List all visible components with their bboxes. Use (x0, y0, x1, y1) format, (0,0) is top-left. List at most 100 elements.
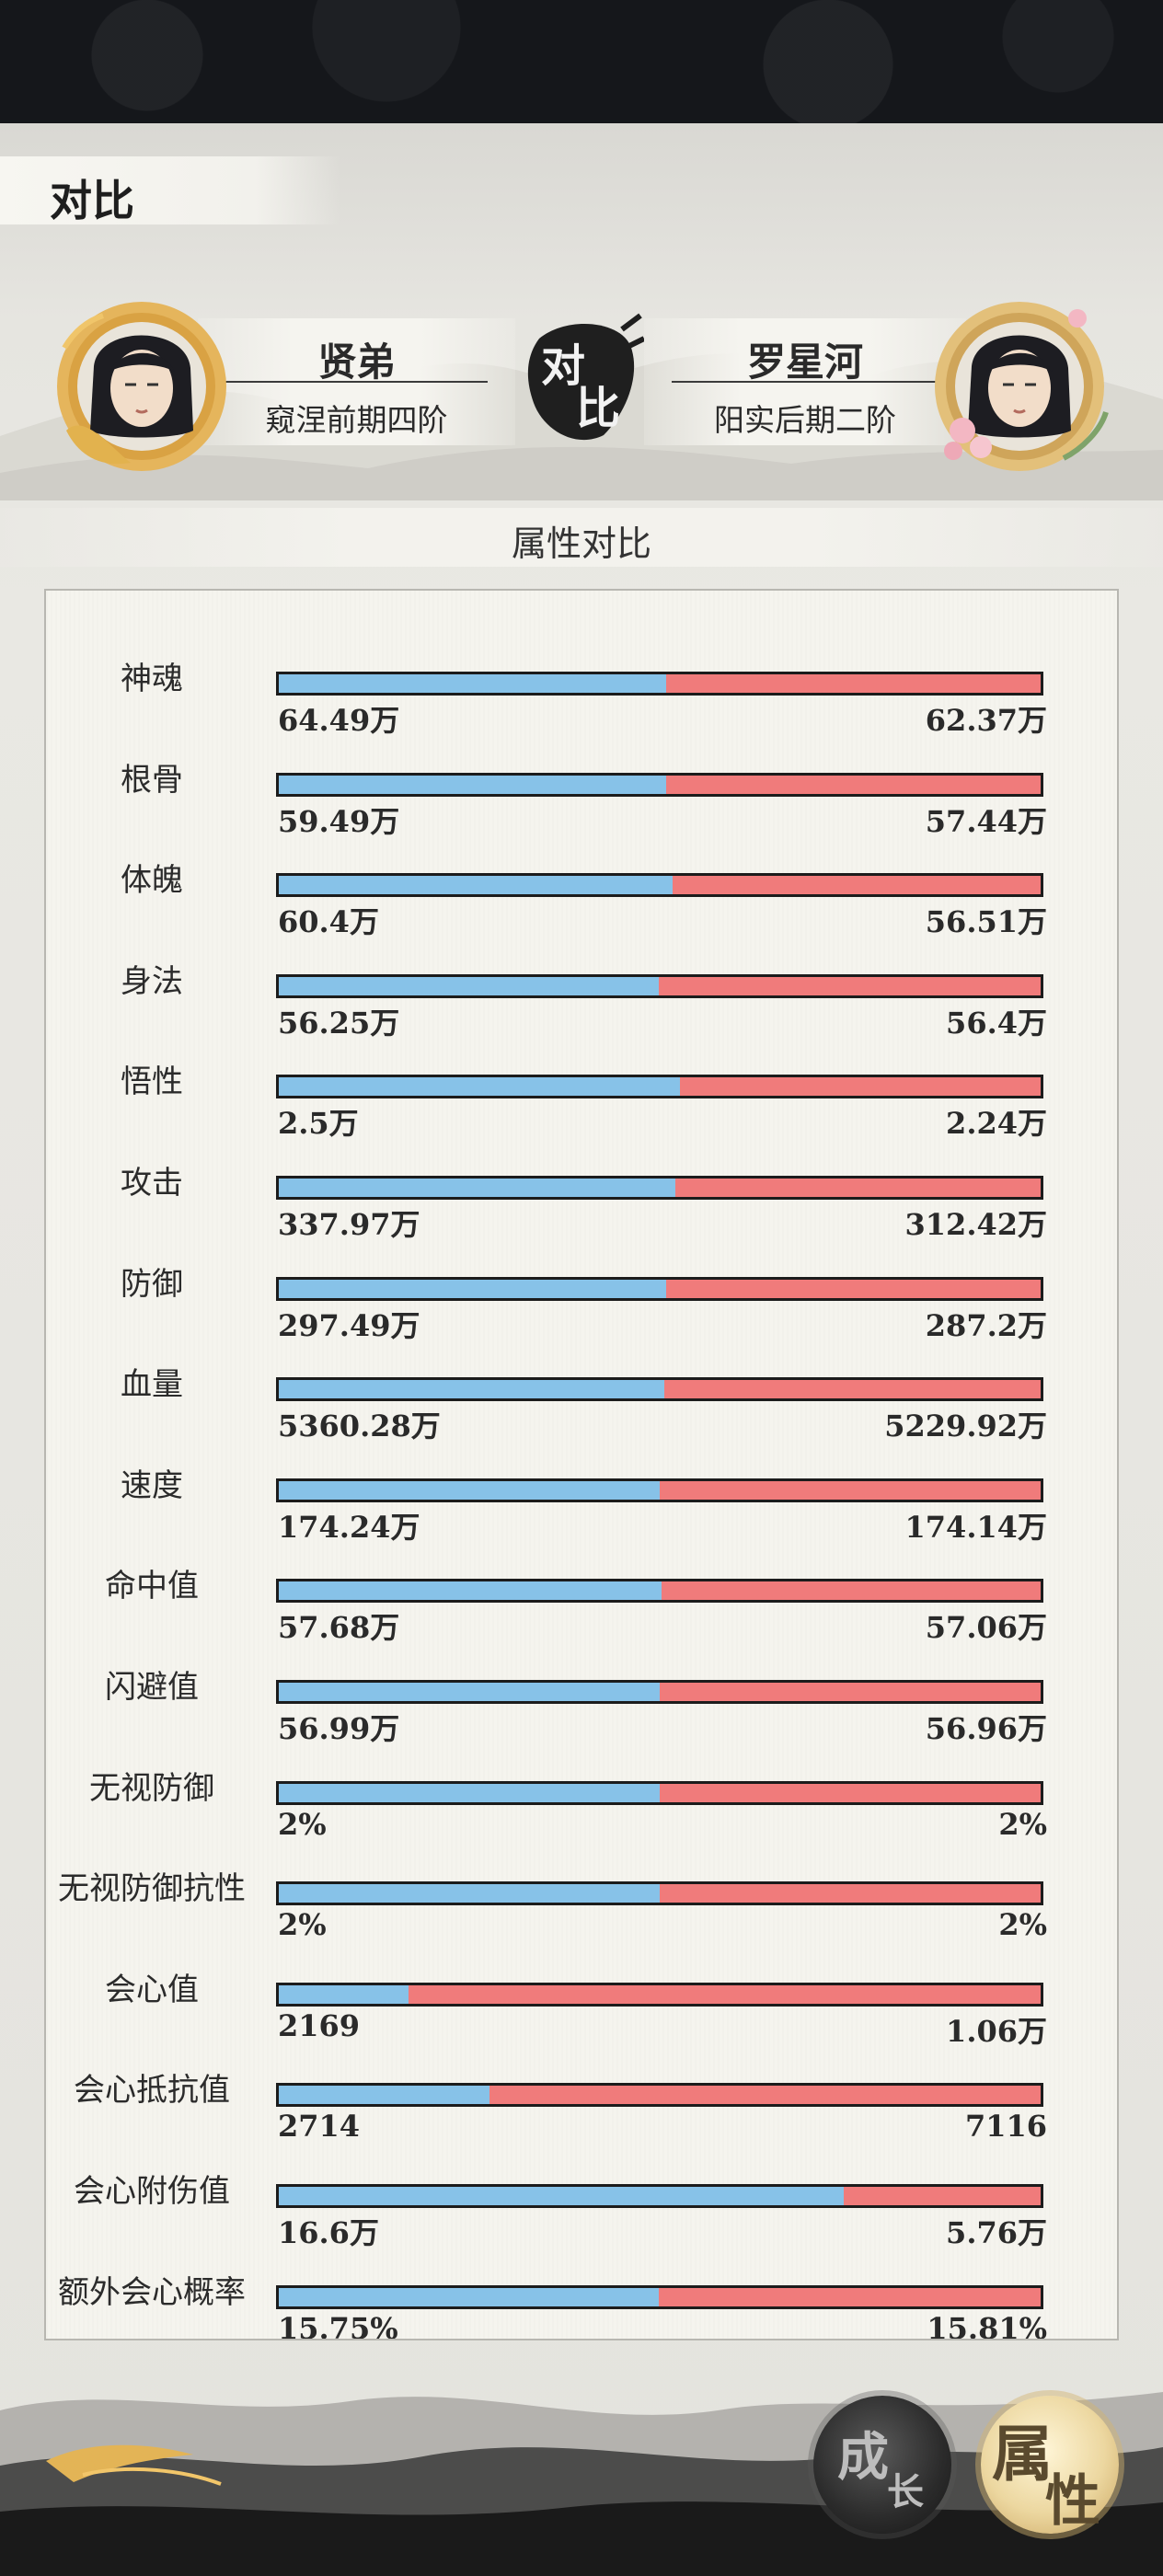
stat-compare-bar (276, 672, 1043, 696)
versus-text-top: 对 (541, 340, 586, 392)
left-player-realm: 窥涅前期四阶 (265, 402, 448, 438)
stat-label: 闪避值 (105, 1669, 199, 1706)
stat-row: 攻击 337.97万 312.42万 (46, 1165, 1117, 1271)
stat-row: 闪避值 56.99万 56.96万 (46, 1669, 1117, 1776)
attributes-button-char2: 性 (1045, 2469, 1100, 2534)
stat-left-value: 56.25万 (278, 1005, 400, 1041)
stat-bar-left-fill (279, 2287, 660, 2306)
stat-compare-bar (276, 1176, 1043, 1200)
stat-left-value: 15.75% (278, 2310, 398, 2340)
stat-bar-left-fill (279, 1077, 681, 1097)
stat-row: 无视防御抗性 2% 2% (46, 1870, 1117, 1977)
stat-compare-bar (276, 1075, 1043, 1099)
stat-left-value: 2% (278, 1907, 327, 1943)
stat-left-value: 337.97万 (278, 1207, 420, 1242)
stat-label: 身法 (121, 962, 183, 1000)
stat-right-value: 287.2万 (925, 1307, 1047, 1343)
stat-bar-left-fill (279, 876, 674, 895)
stat-row: 悟性 2.5万 2.24万 (46, 1064, 1117, 1170)
stat-bar-left-fill (279, 775, 667, 794)
stat-left-value: 56.99万 (278, 1711, 400, 1746)
growth-button[interactable]: 成 长 (813, 2396, 951, 2534)
stat-row: 会心附伤值 16.6万 5.76万 (46, 2173, 1117, 2280)
stat-label: 悟性 (121, 1064, 183, 1101)
attribute-compare-title: 属性对比 (511, 523, 651, 564)
stat-right-value: 7116 (964, 2109, 1047, 2145)
stat-compare-bar (276, 1478, 1043, 1502)
stat-row: 血量 5360.28万 5229.92万 (46, 1366, 1117, 1473)
stat-left-value: 57.68万 (278, 1610, 400, 1646)
attribute-compare-panel[interactable]: 神魂 64.49万 62.37万 根骨 59.49万 57.44万 体魄 60.4万 56.51… (44, 589, 1119, 2340)
attributes-button-char1: 属 (992, 2418, 1053, 2490)
stat-right-value: 56.51万 (925, 904, 1047, 940)
stat-left-value: 174.24万 (278, 1509, 420, 1545)
stat-label: 血量 (121, 1366, 183, 1404)
right-player-name: 罗星河 (746, 339, 863, 385)
attribute-compare-header: 属性对比 (0, 508, 1163, 567)
stat-label: 攻击 (121, 1165, 183, 1202)
stat-right-value: 56.4万 (946, 1005, 1047, 1041)
stat-row: 无视防御 2% 2% (46, 1770, 1117, 1877)
attributes-button[interactable]: 属 性 (981, 2396, 1119, 2534)
stat-compare-bar (276, 1276, 1043, 1301)
stat-row: 身法 56.25万 56.4万 (46, 963, 1117, 1070)
stat-row: 命中值 57.68万 57.06万 (46, 1568, 1117, 1674)
stat-row: 额外会心概率 15.75% 15.81% (46, 2274, 1117, 2340)
stat-bar-left-fill (279, 1783, 660, 1802)
stat-row: 会心抵抗值 2714 7116 (46, 2072, 1117, 2179)
stat-bar-left-fill (279, 1179, 675, 1197)
stat-compare-bar (276, 1680, 1043, 1704)
stat-left-value: 2% (278, 1806, 327, 1842)
stat-row: 体魄 60.4万 56.51万 (46, 862, 1117, 969)
right-player-avatar[interactable] (926, 293, 1113, 480)
stat-left-value: 2.5万 (278, 1106, 359, 1142)
stat-compare-bar (276, 1377, 1043, 1402)
stat-left-value: 64.49万 (278, 703, 400, 738)
stat-label: 防御 (121, 1265, 183, 1303)
stat-label: 无视防御抗性 (58, 1870, 246, 1908)
stat-compare-bar (276, 973, 1043, 998)
stat-row: 会心值 2169 1.06万 (46, 1972, 1117, 2078)
stat-label: 会心抵抗值 (74, 2072, 230, 2110)
stat-bar-left-fill (279, 2086, 489, 2105)
stat-right-value: 62.37万 (925, 703, 1047, 738)
top-status-band (0, 0, 1163, 123)
stat-bar-left-fill (279, 1683, 660, 1701)
stat-bar-left-fill (279, 1884, 660, 1903)
stat-left-value: 2714 (278, 2109, 361, 2145)
stat-right-value: 2% (998, 1806, 1047, 1842)
stat-compare-bar (276, 1780, 1043, 1805)
stat-compare-bar (276, 2284, 1043, 2309)
versus-emblem: 对 比 (521, 311, 646, 449)
stat-right-value: 312.42万 (904, 1207, 1047, 1242)
stat-label: 体魄 (121, 862, 183, 900)
stat-right-value: 1.06万 (946, 2013, 1047, 2049)
stat-label: 会心附伤值 (74, 2173, 230, 2210)
stat-label: 会心值 (105, 1971, 199, 2008)
stat-bar-left-fill (279, 1279, 667, 1298)
stat-right-value: 174.14万 (904, 1509, 1047, 1545)
stat-label: 无视防御 (89, 1769, 214, 1807)
stat-label: 命中值 (105, 1568, 199, 1605)
stat-bar-left-fill (279, 1380, 664, 1399)
stat-label: 速度 (121, 1466, 183, 1504)
stat-right-value: 15.81% (927, 2310, 1047, 2340)
stat-label: 根骨 (121, 761, 183, 799)
stat-right-value: 2% (998, 1907, 1047, 1943)
left-player-plate: 贤弟 窥涅前期四阶 (198, 318, 515, 445)
stat-left-value: 60.4万 (278, 904, 379, 940)
stat-right-value: 57.06万 (925, 1610, 1047, 1646)
ink-splash-icon (527, 313, 646, 441)
page-title-tab: 对比 (0, 156, 340, 225)
stat-left-value: 59.49万 (278, 803, 400, 839)
stat-right-value: 57.44万 (925, 803, 1047, 839)
stat-right-value: 5229.92万 (884, 1409, 1047, 1444)
stat-compare-bar (276, 772, 1043, 797)
stat-compare-bar (276, 2083, 1043, 2108)
stat-bar-left-fill (279, 1480, 660, 1500)
stat-compare-bar (276, 1881, 1043, 1906)
stat-left-value: 16.6万 (278, 2215, 379, 2250)
plate-divider (672, 381, 938, 383)
left-player-avatar[interactable] (48, 293, 236, 480)
stat-left-value: 297.49万 (278, 1307, 420, 1343)
